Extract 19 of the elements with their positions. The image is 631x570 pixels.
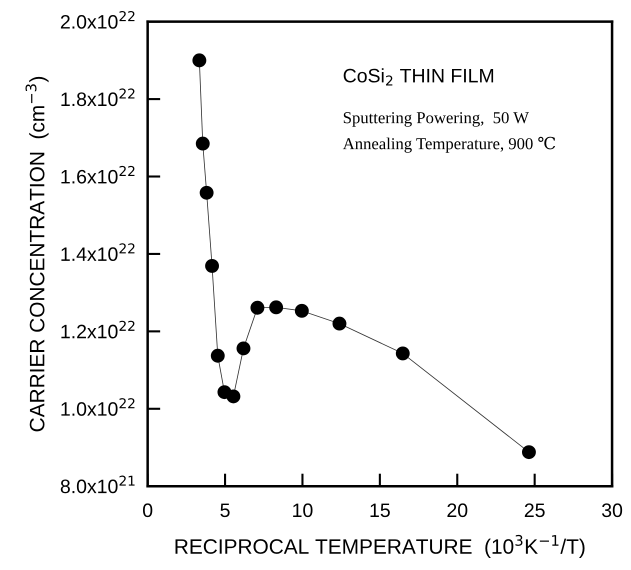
annotation: CoSi$_{2}$ THIN FILM xyxy=(344,68,494,86)
y-tick-label: 1.6x10$^{22}$ xyxy=(61,166,134,184)
x-tick-label: 0 xyxy=(143,503,152,518)
y-tick-label: 1.2x10$^{22}$ xyxy=(61,320,134,338)
x-tick-label: 30 xyxy=(602,503,622,518)
y-tick-label: 8.0x10$^{21}$ xyxy=(60,476,135,494)
x-tick-label: 25 xyxy=(524,503,545,518)
x-tick-label: 20 xyxy=(447,503,468,518)
x-tick-label: 10 xyxy=(293,503,313,518)
y-tick-label: 1.0x10$^{22}$ xyxy=(61,398,134,416)
x-tick-label: 15 xyxy=(370,504,390,518)
y-axis-title: CARRIER CONCENTRATION (cm$^{−3}$) xyxy=(25,76,49,432)
annotation: Annealing Temperature, 900 ℃ xyxy=(342,136,556,153)
x-axis-title: RECIPROCAL TEMPERATURE (10$^{3}$K$^{−1}$/T) xyxy=(176,534,585,558)
y-tick-label: 1.8x10$^{22}$ xyxy=(61,88,134,106)
y-tick-label: 1.4x10$^{22}$ xyxy=(61,243,134,262)
x-tick-label: 5 xyxy=(220,504,230,518)
annotation: Sputtering Powering, 50 W xyxy=(344,112,529,127)
y-tick-label: 2.0x10$^{22}$ xyxy=(60,11,134,29)
